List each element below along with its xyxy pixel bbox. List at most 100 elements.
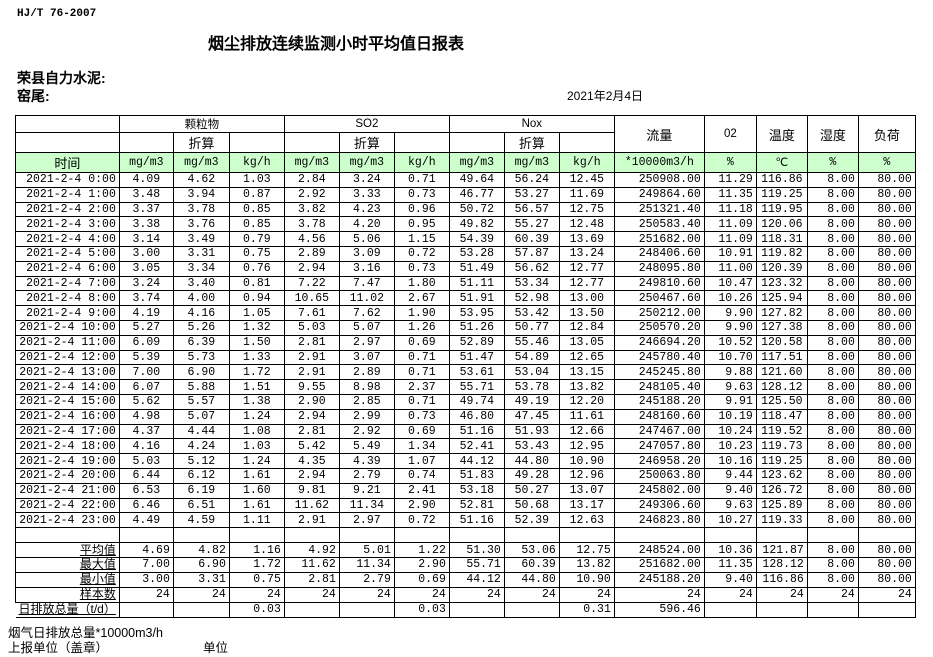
value-cell: 0.85 bbox=[228, 216, 285, 233]
value-cell: 1.33 bbox=[228, 349, 285, 366]
stats-value: 44.80 bbox=[503, 571, 560, 588]
value-cell: 49.64 bbox=[448, 172, 505, 188]
table-row: 2021-2-4 13:00 7.00 6.90 1.72 2.91 2.89 0.71 53… bbox=[15, 364, 916, 381]
value-cell: 53.27 bbox=[503, 186, 560, 203]
header-nox-converted: 折算 bbox=[503, 132, 560, 153]
blank-header-cell bbox=[393, 132, 450, 153]
header-row-converted: 折算 折算 折算 bbox=[15, 132, 916, 153]
value-cell: 80.00 bbox=[857, 231, 916, 247]
value-cell: 123.62 bbox=[755, 467, 808, 484]
value-cell: 7.47 bbox=[338, 275, 395, 292]
value-cell: 12.84 bbox=[558, 319, 615, 336]
value-cell: 11.18 bbox=[703, 201, 757, 218]
value-cell: 12.96 bbox=[558, 467, 615, 484]
empty-cell bbox=[703, 527, 757, 544]
value-cell: 8.00 bbox=[806, 349, 859, 366]
stats-value: 2.81 bbox=[283, 571, 340, 588]
value-cell: 5.07 bbox=[338, 319, 395, 336]
value-cell: 250570.20 bbox=[613, 319, 705, 336]
value-cell: 4.59 bbox=[172, 512, 230, 529]
time-cell: 2021-2-4 23:00 bbox=[15, 512, 120, 529]
value-cell: 8.00 bbox=[806, 467, 859, 484]
table-row: 2021-2-4 4:00 3.14 3.49 0.79 4.56 5.06 1.15 54.… bbox=[15, 231, 916, 247]
stats-value: 11.34 bbox=[338, 557, 395, 573]
value-cell: 127.38 bbox=[755, 319, 808, 336]
blank-header-cell bbox=[228, 132, 285, 153]
value-cell: 12.65 bbox=[558, 349, 615, 366]
stats-value: 596.46 bbox=[613, 601, 705, 618]
value-cell: 55.27 bbox=[503, 216, 560, 233]
value-cell: 12.77 bbox=[558, 275, 615, 292]
value-cell: 118.47 bbox=[755, 408, 808, 425]
value-cell: 5.88 bbox=[172, 379, 230, 395]
stats-value: 24 bbox=[393, 586, 450, 603]
value-cell: 53.34 bbox=[503, 275, 560, 292]
value-cell: 245802.00 bbox=[613, 482, 705, 499]
header-so2-converted: 折算 bbox=[338, 132, 395, 153]
table-row: 2021-2-4 10:00 5.27 5.26 1.32 5.03 5.07 1.26 51… bbox=[15, 319, 916, 336]
value-cell: 50.68 bbox=[503, 497, 560, 514]
value-cell: 54.89 bbox=[503, 349, 560, 366]
time-cell: 2021-2-4 22:00 bbox=[15, 497, 120, 514]
value-cell: 3.78 bbox=[172, 201, 230, 218]
company-name: 荣县自力水泥: bbox=[17, 70, 106, 86]
value-cell: 5.49 bbox=[338, 438, 395, 455]
value-cell: 6.09 bbox=[118, 334, 174, 351]
value-cell: 5.03 bbox=[118, 453, 174, 469]
blank-header-cell bbox=[15, 115, 120, 133]
value-cell: 44.12 bbox=[448, 453, 505, 469]
unit-cell: % bbox=[703, 152, 757, 173]
value-cell: 0.72 bbox=[393, 245, 450, 262]
value-cell: 9.21 bbox=[338, 482, 395, 499]
value-cell: 4.62 bbox=[172, 172, 230, 188]
value-cell: 2.79 bbox=[338, 467, 395, 484]
value-cell: 116.86 bbox=[755, 172, 808, 188]
value-cell: 3.14 bbox=[118, 231, 174, 247]
value-cell: 120.58 bbox=[755, 334, 808, 351]
value-cell: 2.94 bbox=[283, 408, 340, 425]
value-cell: 117.51 bbox=[755, 349, 808, 366]
value-cell: 2.91 bbox=[283, 512, 340, 529]
value-cell: 119.95 bbox=[755, 201, 808, 218]
stats-value bbox=[703, 601, 757, 618]
value-cell: 0.73 bbox=[393, 408, 450, 425]
unit-cell: mg/m3 bbox=[118, 152, 174, 173]
value-cell: 11.69 bbox=[558, 186, 615, 203]
value-cell: 3.24 bbox=[118, 275, 174, 292]
value-cell: 1.61 bbox=[228, 497, 285, 514]
value-cell: 0.71 bbox=[393, 172, 450, 188]
value-cell: 13.69 bbox=[558, 231, 615, 247]
value-cell: 80.00 bbox=[857, 364, 916, 381]
value-cell: 4.37 bbox=[118, 423, 174, 440]
value-cell: 5.73 bbox=[172, 349, 230, 366]
table-row: 2021-2-4 19:00 5.03 5.12 1.24 4.35 4.39 1.07 44… bbox=[15, 453, 916, 469]
stats-value bbox=[338, 601, 395, 618]
value-cell: 80.00 bbox=[857, 260, 916, 277]
value-cell: 80.00 bbox=[857, 467, 916, 484]
stats-value: 11.35 bbox=[703, 557, 757, 573]
time-cell: 2021-2-4 5:00 bbox=[15, 245, 120, 262]
value-cell: 3.48 bbox=[118, 186, 174, 203]
value-cell: 51.49 bbox=[448, 260, 505, 277]
value-cell: 245188.20 bbox=[613, 393, 705, 410]
value-cell: 3.00 bbox=[118, 245, 174, 262]
value-cell: 126.72 bbox=[755, 482, 808, 499]
stats-value: 24 bbox=[703, 586, 757, 603]
stats-value: 24 bbox=[118, 586, 174, 603]
stats-label: 最小值 bbox=[15, 571, 120, 588]
value-cell: 5.39 bbox=[118, 349, 174, 366]
standard-code: HJ/T 76-2007 bbox=[17, 8, 97, 20]
stats-value: 24 bbox=[338, 586, 395, 603]
value-cell: 8.00 bbox=[806, 408, 859, 425]
value-cell: 3.07 bbox=[338, 349, 395, 366]
value-cell: 251682.00 bbox=[613, 231, 705, 247]
table-row: 2021-2-4 6:00 3.05 3.34 0.76 2.94 3.16 0.73 51.… bbox=[15, 260, 916, 277]
stats-value: 24 bbox=[558, 586, 615, 603]
value-cell: 4.49 bbox=[118, 512, 174, 529]
time-cell: 2021-2-4 19:00 bbox=[15, 453, 120, 469]
stats-value: 0.03 bbox=[393, 601, 450, 618]
value-cell: 1.32 bbox=[228, 319, 285, 336]
stats-value bbox=[172, 601, 230, 618]
empty-cell bbox=[448, 527, 505, 544]
value-cell: 11.00 bbox=[703, 260, 757, 277]
